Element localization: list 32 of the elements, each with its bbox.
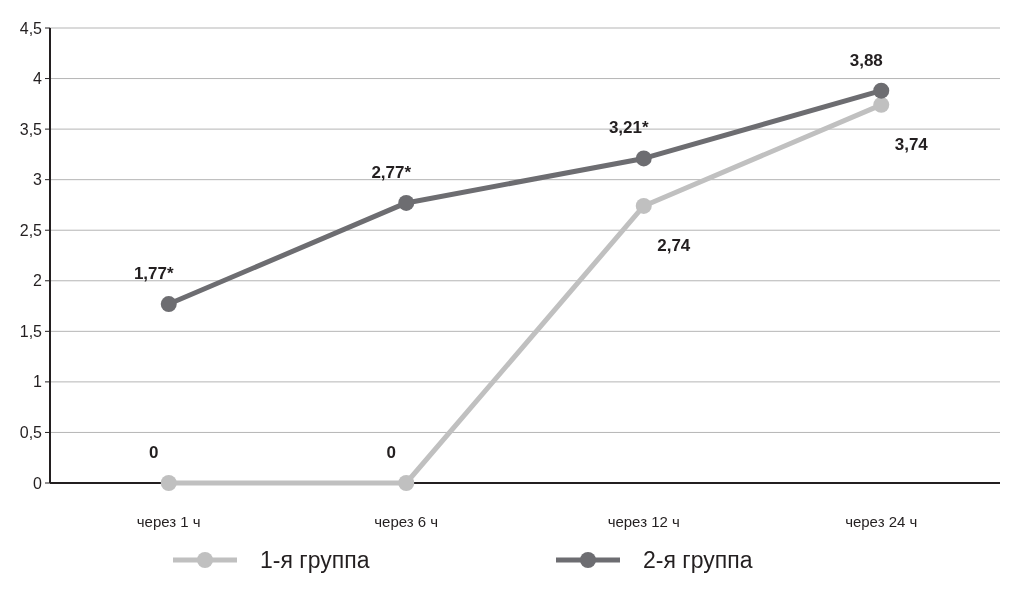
point xyxy=(873,96,890,113)
x-tick-label: через 24 ч xyxy=(845,513,918,530)
y-tick-label: 3 xyxy=(33,171,43,189)
y-tick-label: 2,5 xyxy=(19,221,43,239)
point xyxy=(160,296,177,313)
x-tick-label: через 1 ч xyxy=(136,513,201,530)
data-label: 3,88 xyxy=(849,50,883,70)
data-label: 2,74 xyxy=(657,235,691,255)
y-tick-label: 4,5 xyxy=(19,19,43,37)
data-label: 3,21* xyxy=(608,118,649,138)
y-tick-label: 2 xyxy=(33,272,43,290)
x-tick-label: через 6 ч xyxy=(374,513,439,530)
y-tick-label: 1 xyxy=(33,373,43,391)
point xyxy=(398,194,415,211)
y-tick-label: 4 xyxy=(33,70,43,88)
point xyxy=(398,475,415,491)
data-label: 2,77* xyxy=(371,162,412,182)
data-label: 3,74 xyxy=(894,134,929,154)
legend-label: 1-я группа xyxy=(260,547,370,574)
data-label: 1,77* xyxy=(133,264,174,284)
legend-label: 2-я группа xyxy=(643,547,753,574)
data-label: 0 xyxy=(149,443,159,462)
y-tick-label: 3,5 xyxy=(19,120,43,138)
y-tick-label: 0,5 xyxy=(19,424,43,442)
point xyxy=(635,197,652,214)
point xyxy=(160,475,177,491)
point xyxy=(873,82,890,99)
y-tick-label: 1,5 xyxy=(19,322,43,340)
data-label: 0 xyxy=(386,443,396,462)
point xyxy=(635,150,652,167)
x-tick-label: через 12 ч xyxy=(607,513,680,530)
y-tick-label: 0 xyxy=(33,474,43,492)
